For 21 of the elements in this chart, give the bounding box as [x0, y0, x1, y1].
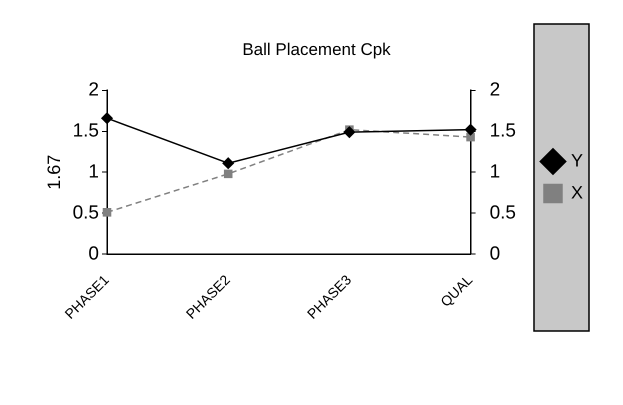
y-tick-label: 0.5: [72, 202, 100, 224]
point: [466, 132, 475, 142]
y-tick-label: 2: [88, 80, 100, 101]
legend-label: Y: [570, 150, 584, 170]
y2-tick-label: 1.5: [490, 120, 516, 142]
point: [101, 112, 113, 124]
legend-label: X: [570, 182, 584, 202]
y-tick-label: 1: [88, 161, 100, 182]
y-axis-title: 1.67: [44, 154, 64, 190]
y2-tick-label: 2: [490, 80, 500, 101]
y2-tick-label: 1: [490, 161, 500, 182]
y2-tick-label: 0: [490, 243, 500, 264]
y-tick-label: 1.5: [72, 120, 100, 142]
point: [224, 170, 232, 178]
point: [464, 124, 476, 136]
point: [222, 157, 234, 169]
chart-title: Ball Placement Cpk: [242, 40, 392, 59]
point: [344, 126, 356, 138]
y2-tick-label: 0.5: [490, 202, 516, 224]
point: [102, 208, 112, 217]
y-tick-label: 0: [88, 243, 100, 264]
